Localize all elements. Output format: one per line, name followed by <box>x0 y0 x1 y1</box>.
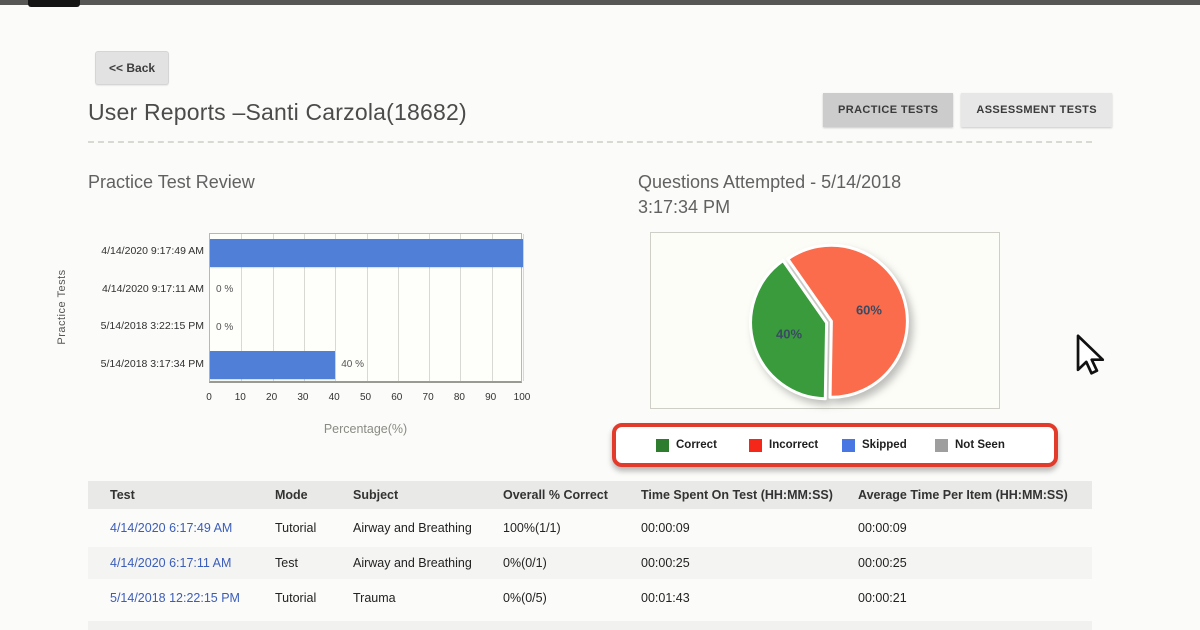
legend-swatch-icon <box>935 438 948 452</box>
legend-item-skipped: Skipped <box>842 438 935 452</box>
x-tick-label: 30 <box>297 392 309 403</box>
bar-chart-gridline <box>460 234 462 381</box>
table-cell: Tutorial <box>275 521 317 535</box>
pie-slice-value-label: 60% <box>855 302 882 318</box>
bar-4 <box>210 351 336 380</box>
test-link[interactable]: 4/14/2020 6:17:49 AM <box>110 521 233 535</box>
test-link[interactable]: 4/14/2020 6:17:11 AM <box>110 556 232 570</box>
x-tick-label: 90 <box>485 392 497 403</box>
x-tick-label: 80 <box>453 392 465 403</box>
table-cell: 00:00:21 <box>858 591 907 605</box>
bar-category-label: 5/14/2018 3:17:34 PM <box>100 357 204 370</box>
table-cell: 100%(1/1) <box>503 521 561 535</box>
column-header: Test <box>110 488 135 502</box>
bar-chart-gridline <box>366 234 368 381</box>
x-tick-label: 10 <box>234 392 246 403</box>
legend-item-label: Incorrect <box>769 439 819 451</box>
bar-chart-y-axis-label: Practice Tests <box>56 269 68 345</box>
bar-value-label: 0 % <box>216 321 234 333</box>
table-cell: Airway and Breathing <box>353 521 472 535</box>
table-cell: 00:00:09 <box>858 521 907 535</box>
table-row-partial <box>88 621 1092 630</box>
legend-item-label: Skipped <box>862 439 907 451</box>
x-tick-label: 0 <box>206 392 212 403</box>
legend-item-incorrect: Incorrect <box>749 438 842 452</box>
pie-slice-incorrect <box>786 243 909 399</box>
bar-chart-gridline <box>241 234 243 381</box>
table-cell: Test <box>275 556 298 570</box>
column-header: Subject <box>353 488 399 502</box>
x-tick-label: 50 <box>359 392 372 403</box>
table-cell: 0%(0/5) <box>503 591 547 605</box>
bar-chart-plot-area: 0 % 0 % 40 % <box>209 233 524 383</box>
bar-chart-x-axis-label: Percentage(%) <box>323 422 408 436</box>
bar-category-label: 4/14/2020 9:17:11 AM <box>102 282 204 295</box>
bar-chart-gridline <box>429 234 431 381</box>
table-cell: 00:00:25 <box>641 556 690 570</box>
mouse-cursor <box>1076 334 1105 375</box>
bar-chart-gridline <box>491 234 493 381</box>
practice-test-review-title: Practice Test Review <box>88 172 255 192</box>
column-header: Mode <box>275 488 308 502</box>
bar-value-label: 40 % <box>341 359 364 371</box>
table-cell: Tutorial <box>275 591 317 605</box>
table-cell: 0%(0/1) <box>503 556 547 570</box>
tab-assessment-tests[interactable]: ASSESSMENT TESTS <box>961 93 1113 127</box>
legend-item-label: Not Seen <box>955 439 1005 451</box>
back-button[interactable]: << Back <box>95 51 170 85</box>
column-header: Overall % Correct <box>503 488 608 502</box>
bar-chart-gridline <box>397 234 399 381</box>
x-tick-label: 60 <box>391 392 403 403</box>
table-cell: 00:01:43 <box>641 591 690 605</box>
questions-attempted-title: Questions Attempted - 5/14/2018 3:17:34 … <box>638 172 902 217</box>
bar-chart-category-labels: 4/14/2020 9:17:49 AM 4/14/2020 9:17:11 AM… <box>80 233 204 383</box>
table-cell: 00:00:25 <box>858 556 907 570</box>
x-tick-label: 20 <box>266 392 278 403</box>
legend-swatch-icon <box>656 438 669 452</box>
table-row: 5/14/2018 12:22:15 PM Tutorial Trauma 0%(0/… <box>88 582 1092 614</box>
table-cell: Airway and Breathing <box>353 556 472 570</box>
test-link[interactable]: 5/14/2018 12:22:15 PM <box>110 591 240 605</box>
legend-swatch-icon <box>749 438 762 452</box>
x-tick-label: 40 <box>328 392 340 403</box>
bar-chart-gridline <box>303 234 305 381</box>
table-row: 4/14/2020 6:17:49 AM Tutorial Airway and B… <box>88 512 1092 544</box>
legend-item-correct: Correct <box>656 438 749 452</box>
table-cell: Trauma <box>353 591 396 605</box>
pie-slice-correct <box>749 258 829 401</box>
x-tick-label: 70 <box>422 392 434 403</box>
pie-slice-value-label: 40% <box>776 326 803 342</box>
table-row: 4/14/2020 6:17:11 AM Test Airway and Breat… <box>88 547 1092 579</box>
legend-item-label: Correct <box>676 439 717 451</box>
window-top-strip-accent <box>28 0 80 7</box>
tab-practice-tests[interactable]: PRACTICE TESTS <box>823 93 954 127</box>
column-header: Average Time Per Item (HH:MM:SS) <box>858 488 1068 502</box>
bar-chart-gridline <box>272 234 274 381</box>
bar-chart-gridline <box>335 234 337 381</box>
legend-item-not-seen: Not Seen <box>935 438 1028 452</box>
window-top-strip <box>0 0 1200 5</box>
page-title: User Reports –Santi Carzola(18682) <box>88 99 467 125</box>
bar-chart-gridline <box>523 234 524 381</box>
legend-swatch-icon <box>842 438 855 452</box>
x-tick-label: 100 <box>513 392 531 403</box>
test-results-table: Test Mode Subject Overall % Correct Time Spe… <box>88 481 1092 617</box>
pie-chart-card: 40% 60% <box>650 232 1000 409</box>
chart-legend-highlighted: Correct Incorrect Skipped Not Seen <box>612 423 1058 467</box>
pie-chart <box>749 243 909 401</box>
column-header: Time Spent On Test (HH:MM:SS) <box>641 488 833 502</box>
bar-category-label: 5/14/2018 3:22:15 PM <box>100 320 204 332</box>
header-divider <box>88 141 1092 143</box>
report-type-tabs: PRACTICE TESTS ASSESSMENT TESTS <box>823 93 1113 127</box>
bar-chart-x-axis-ticks: 0 10 20 30 40 50 60 70 80 90 100 <box>206 392 530 406</box>
bar-category-label: 4/14/2020 9:17:49 AM <box>101 245 204 257</box>
table-header-row: Test Mode Subject Overall % Correct Time Spe… <box>88 481 1092 509</box>
bar-1 <box>210 238 523 267</box>
bar-value-label: 0 % <box>216 284 234 296</box>
table-cell: 00:00:09 <box>641 521 690 535</box>
